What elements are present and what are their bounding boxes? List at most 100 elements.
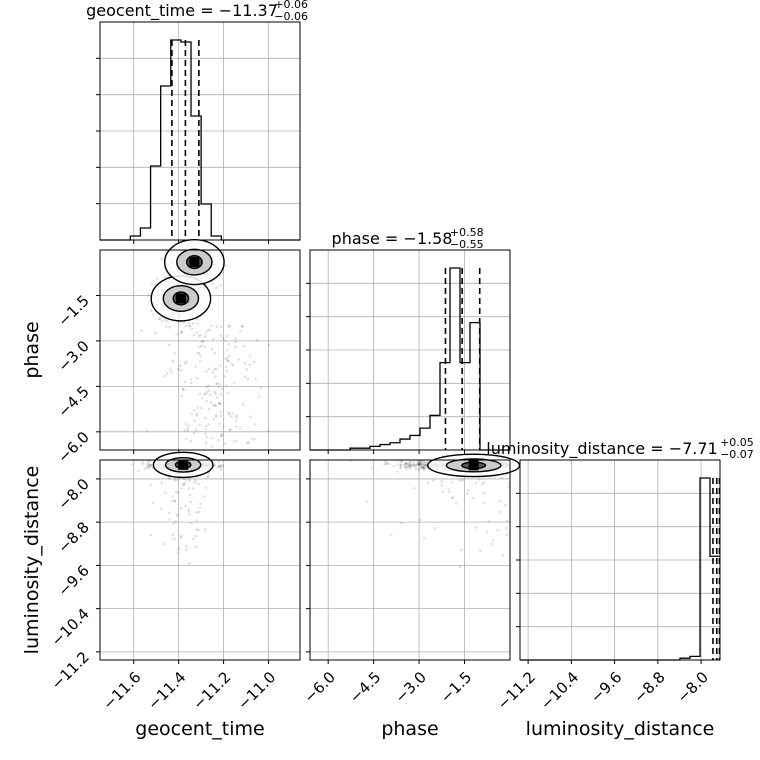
sample-point — [413, 464, 416, 468]
sample-point — [384, 460, 387, 463]
title-lower-error: −0.55 — [450, 238, 484, 251]
y-tick-label: −6.0 — [54, 428, 92, 466]
y-tick-label: −1.5 — [54, 292, 92, 330]
sample-point — [423, 537, 426, 540]
sample-point — [575, 464, 578, 467]
sample-point — [414, 467, 418, 470]
sample-point — [218, 401, 222, 405]
sample-point — [412, 463, 416, 467]
sample-point — [187, 321, 191, 325]
sample-point — [412, 487, 416, 490]
sample-point — [217, 402, 221, 405]
sample-point — [420, 465, 423, 469]
sample-point — [533, 463, 536, 466]
sample-point — [441, 490, 445, 493]
sample-point — [227, 342, 231, 346]
sample-point — [246, 441, 250, 444]
sample-point — [419, 466, 423, 470]
sample-point — [207, 407, 211, 411]
sample-point — [250, 437, 254, 441]
sample-point — [193, 481, 196, 485]
sample-point — [431, 479, 435, 482]
sample-point — [459, 479, 463, 483]
sample-point — [409, 460, 413, 464]
sample-point — [496, 528, 500, 532]
sample-point — [185, 422, 188, 426]
sample-point — [228, 428, 232, 431]
sample-point — [173, 478, 177, 482]
sample-point — [205, 390, 209, 394]
sample-point — [536, 513, 539, 516]
panel-title-luminosity_distance: luminosity_distance = −7.71 +0.05−0.07 — [486, 436, 754, 461]
sample-point — [187, 487, 191, 490]
sample-point — [225, 384, 228, 387]
sample-point — [180, 394, 183, 398]
sample-point — [521, 465, 524, 468]
sample-point — [223, 339, 227, 343]
sample-point — [235, 425, 238, 429]
sample-point — [487, 519, 490, 523]
sample-point — [194, 534, 198, 538]
sample-point — [183, 481, 187, 485]
sample-point — [207, 423, 211, 426]
sample-point — [479, 549, 482, 552]
sample-point — [536, 461, 539, 464]
sample-point — [535, 464, 538, 467]
sample-point — [227, 392, 230, 395]
sample-point — [560, 463, 563, 466]
sample-point — [532, 463, 535, 466]
sample-point — [562, 462, 565, 465]
sample-point — [146, 464, 149, 468]
sample-point — [515, 490, 518, 493]
sample-point — [147, 463, 150, 467]
sample-point — [208, 393, 212, 397]
sample-point — [215, 382, 218, 386]
sample-point — [182, 387, 185, 391]
sample-point — [225, 348, 229, 352]
sample-point — [180, 487, 183, 490]
sample-point — [203, 528, 207, 531]
sample-point — [422, 460, 425, 463]
sample-point — [219, 334, 223, 337]
sample-point — [549, 466, 552, 469]
panel-title-text: phase = −1.58 — [332, 229, 453, 248]
sample-point — [563, 462, 566, 465]
sample-point — [420, 464, 424, 468]
sample-point — [424, 467, 427, 470]
sample-point — [204, 392, 207, 396]
sample-point — [176, 490, 180, 494]
sample-point — [149, 483, 153, 487]
sample-point — [219, 410, 222, 414]
sample-point — [542, 462, 545, 465]
sample-point — [563, 465, 566, 468]
sample-point — [530, 467, 533, 470]
panel-title-geocent_time: geocent_time = −11.37+0.06−0.06 — [86, 0, 308, 23]
sample-point — [524, 466, 527, 469]
sample-point — [540, 465, 543, 468]
sample-point — [417, 468, 421, 472]
sample-point — [408, 463, 412, 466]
sample-point — [424, 464, 427, 467]
sample-point — [235, 439, 238, 443]
sample-point — [207, 389, 211, 393]
sample-point — [158, 317, 161, 320]
sample-point — [172, 522, 176, 526]
sample-point — [535, 463, 538, 466]
sample-point — [530, 464, 533, 467]
sample-point — [409, 466, 412, 470]
sample-point — [221, 464, 225, 468]
sample-point — [179, 507, 183, 510]
sample-point — [205, 400, 208, 403]
sample-point — [205, 435, 209, 439]
x-tick-label: −1.5 — [437, 668, 475, 706]
sample-point — [540, 464, 543, 467]
sample-point — [248, 415, 252, 418]
sample-point — [267, 343, 271, 347]
sample-point — [214, 404, 218, 408]
sample-point — [523, 474, 526, 477]
sample-point — [228, 325, 231, 328]
sample-point — [191, 487, 195, 490]
y-tick-label: −8.0 — [54, 475, 92, 513]
sample-point — [395, 470, 399, 474]
sample-point — [154, 331, 157, 335]
